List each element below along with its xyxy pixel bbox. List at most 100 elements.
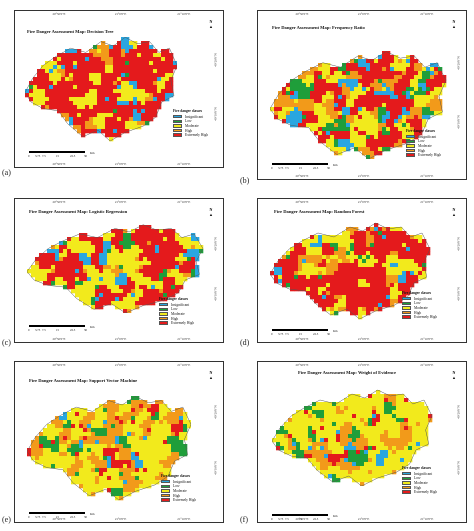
danger-cell bbox=[81, 65, 86, 70]
danger-cell bbox=[354, 75, 359, 80]
danger-cell bbox=[171, 229, 176, 234]
danger-cell bbox=[362, 239, 367, 244]
danger-cell bbox=[362, 267, 367, 272]
danger-cell bbox=[368, 462, 373, 467]
danger-cell bbox=[362, 235, 367, 240]
danger-cell bbox=[348, 418, 353, 423]
danger-cell bbox=[370, 111, 375, 116]
danger-cell bbox=[47, 261, 52, 266]
danger-cell bbox=[179, 412, 184, 417]
danger-cell bbox=[25, 89, 30, 94]
danger-cell bbox=[119, 253, 124, 258]
danger-cell bbox=[372, 434, 377, 439]
danger-cell bbox=[33, 93, 38, 98]
danger-cell bbox=[103, 420, 108, 425]
danger-cell bbox=[67, 237, 72, 242]
danger-cell bbox=[29, 89, 34, 94]
danger-cell bbox=[79, 416, 84, 421]
danger-cell bbox=[338, 75, 343, 80]
danger-cell bbox=[33, 101, 38, 106]
danger-cell bbox=[95, 476, 100, 481]
danger-cell bbox=[97, 97, 102, 102]
danger-cell bbox=[300, 442, 305, 447]
danger-cell bbox=[179, 249, 184, 254]
danger-cell bbox=[314, 115, 319, 120]
danger-cell bbox=[370, 87, 375, 92]
danger-cell bbox=[306, 247, 311, 252]
danger-cell bbox=[338, 279, 343, 284]
danger-cell bbox=[328, 414, 333, 419]
danger-cell bbox=[179, 428, 184, 433]
danger-cell bbox=[318, 291, 323, 296]
danger-cell bbox=[298, 251, 303, 256]
danger-cell bbox=[326, 119, 331, 124]
danger-cell bbox=[358, 95, 363, 100]
scale-label: 0 bbox=[28, 328, 30, 332]
danger-cell bbox=[362, 311, 367, 316]
danger-cell bbox=[153, 49, 158, 54]
danger-cell bbox=[123, 448, 128, 453]
danger-cell bbox=[324, 446, 329, 451]
danger-cell bbox=[330, 235, 335, 240]
danger-cell bbox=[155, 480, 160, 485]
danger-cell bbox=[358, 55, 363, 60]
danger-cell bbox=[83, 408, 88, 413]
danger-cell bbox=[330, 79, 335, 84]
scale-bar: 0 3.75 7.5 15 22.5 30 Km bbox=[271, 329, 342, 337]
danger-cell bbox=[376, 398, 381, 403]
danger-cell bbox=[119, 444, 124, 449]
danger-cell bbox=[366, 239, 371, 244]
danger-cell bbox=[155, 456, 160, 461]
danger-cell bbox=[87, 456, 92, 461]
fire-danger-map bbox=[27, 224, 204, 313]
danger-cell bbox=[334, 75, 339, 80]
danger-cell bbox=[362, 307, 367, 312]
scale-segment bbox=[71, 151, 85, 153]
danger-cell bbox=[426, 91, 431, 96]
danger-cell bbox=[163, 241, 168, 246]
danger-cell bbox=[111, 408, 116, 413]
danger-cell bbox=[362, 147, 367, 152]
danger-cell bbox=[342, 103, 347, 108]
danger-cell bbox=[65, 57, 70, 62]
danger-cell bbox=[342, 287, 347, 292]
danger-cell bbox=[354, 79, 359, 84]
danger-cell bbox=[141, 77, 146, 82]
danger-cell bbox=[97, 77, 102, 82]
danger-cell bbox=[358, 247, 363, 252]
danger-cell bbox=[386, 283, 391, 288]
danger-cell bbox=[334, 83, 339, 88]
danger-cell bbox=[418, 87, 423, 92]
danger-cell bbox=[75, 472, 80, 477]
danger-cell bbox=[91, 249, 96, 254]
latitude-tick-label: 40°10'0"N bbox=[258, 287, 259, 300]
danger-cell bbox=[302, 95, 307, 100]
danger-cell bbox=[326, 235, 331, 240]
danger-cell bbox=[402, 267, 407, 272]
danger-cell bbox=[109, 109, 114, 114]
danger-cell bbox=[374, 271, 379, 276]
danger-cell bbox=[356, 418, 361, 423]
danger-cell bbox=[95, 424, 100, 429]
danger-cell bbox=[410, 283, 415, 288]
danger-cell bbox=[71, 440, 76, 445]
danger-cell bbox=[111, 412, 116, 417]
danger-cell bbox=[390, 231, 395, 236]
danger-cell bbox=[101, 121, 106, 126]
danger-cell bbox=[318, 139, 323, 144]
danger-cell bbox=[81, 101, 86, 106]
danger-cell bbox=[354, 239, 359, 244]
scale-segment bbox=[57, 151, 71, 153]
danger-cell bbox=[298, 115, 303, 120]
danger-cell bbox=[139, 448, 144, 453]
danger-cell bbox=[382, 135, 387, 140]
danger-cell bbox=[406, 67, 411, 72]
danger-cell bbox=[358, 231, 363, 236]
danger-cell bbox=[406, 131, 411, 136]
legend-title: Fire danger classes bbox=[402, 291, 432, 295]
danger-cell bbox=[404, 410, 409, 415]
danger-cell bbox=[159, 233, 164, 238]
danger-cell bbox=[123, 237, 128, 242]
danger-cell bbox=[370, 59, 375, 64]
danger-cell bbox=[340, 446, 345, 451]
